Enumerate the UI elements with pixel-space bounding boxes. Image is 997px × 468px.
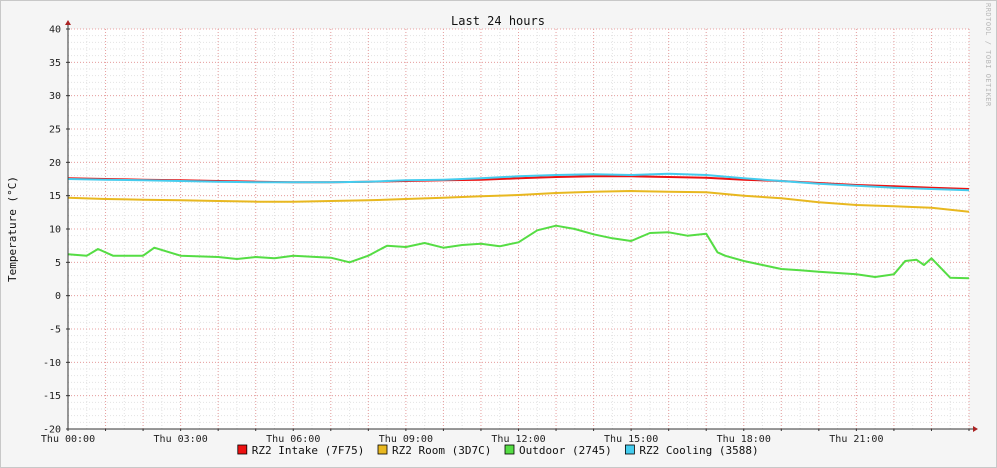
y-tick-label: 25 xyxy=(49,125,61,136)
series-line xyxy=(67,172,970,192)
x-tick-label: Thu 03:00 xyxy=(154,434,208,445)
legend-label: RZ2 Intake (7F75) xyxy=(252,444,365,457)
series-line xyxy=(67,190,970,213)
y-tick-label: 30 xyxy=(49,91,61,102)
y-tick-label: 15 xyxy=(49,191,61,202)
y-axis-ticks: 40 35 30 25 20 15 10 5 0 -5 -10 -15 -20 xyxy=(43,25,61,436)
rrdtool-watermark: RRDTOOL / TOBI OETIKER xyxy=(984,3,992,107)
y-tick-label: -20 xyxy=(43,425,61,436)
legend-swatch xyxy=(625,444,635,455)
x-axis-ticks: Thu 00:00 Thu 03:00 Thu 06:00 Thu 09:00 Thu … xyxy=(41,434,884,445)
x-tick-label: Thu 09:00 xyxy=(379,434,433,445)
series-line xyxy=(67,224,970,280)
x-tick-label: Thu 06:00 xyxy=(266,434,320,445)
x-tick-label: Thu 00:00 xyxy=(41,434,95,445)
y-axis-arrow-icon xyxy=(65,20,71,25)
grid xyxy=(67,28,970,430)
x-axis-arrow-icon xyxy=(973,426,978,432)
legend-label: Outdoor (2745) xyxy=(519,444,612,457)
chart-title: Last 24 hours xyxy=(451,14,545,28)
x-tick-label: Thu 21:00 xyxy=(829,434,883,445)
y-tick-label: 10 xyxy=(49,225,61,236)
y-tick-label: 40 xyxy=(49,25,61,36)
y-tick-label: 5 xyxy=(55,258,61,269)
series-lines xyxy=(67,172,970,280)
legend-swatch xyxy=(237,444,248,455)
y-tick-label: -10 xyxy=(43,358,61,369)
y-tick-label: 20 xyxy=(49,158,61,169)
legend: RZ2 Intake (7F75) RZ2 Room (3D7C) Outdoor … xyxy=(237,444,759,457)
x-tick-label: Thu 15:00 xyxy=(604,434,658,445)
legend-label: RZ2 Room (3D7C) xyxy=(392,444,491,457)
legend-label: RZ2 Cooling (3588) xyxy=(639,444,758,457)
legend-swatch xyxy=(504,444,515,455)
y-tick-label: 0 xyxy=(55,291,61,302)
axes xyxy=(65,20,978,432)
x-tick-label: Thu 12:00 xyxy=(491,434,545,445)
y-tick-label: -15 xyxy=(43,391,61,402)
x-tick-label: Thu 18:00 xyxy=(717,434,771,445)
y-tick-label: -5 xyxy=(49,325,61,336)
y-axis-label: Temperature (°C) xyxy=(6,176,19,282)
legend-swatch xyxy=(377,444,388,455)
y-tick-label: 35 xyxy=(49,58,61,69)
